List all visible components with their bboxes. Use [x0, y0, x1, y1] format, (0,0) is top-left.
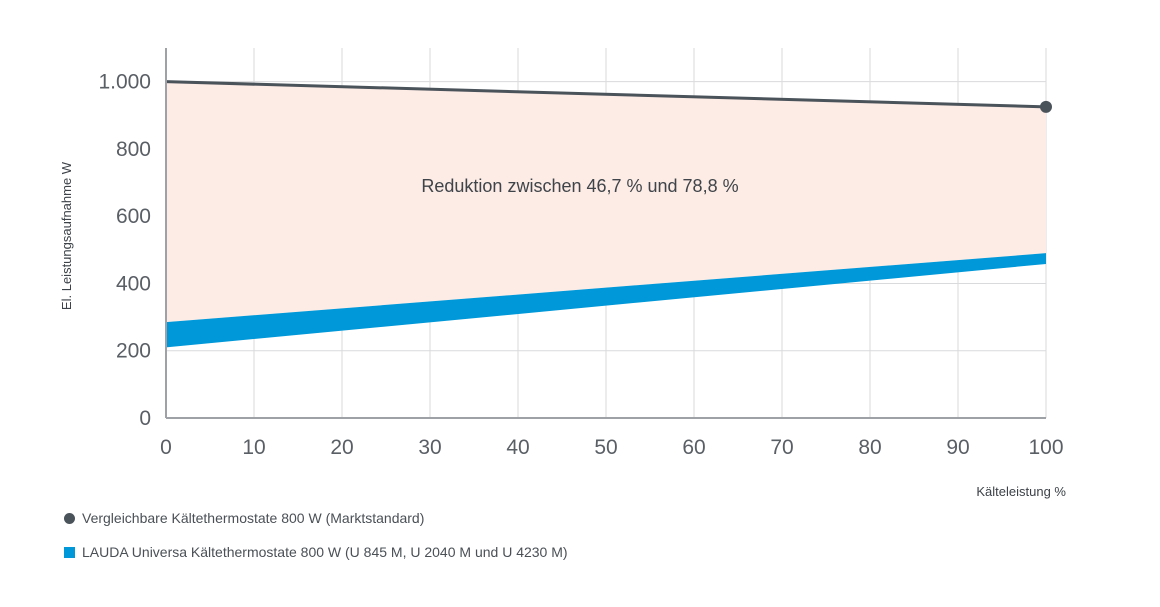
y-tick-label: 600: [116, 205, 151, 228]
lauda-band: [166, 253, 1046, 348]
legend-dot-icon: [64, 512, 75, 524]
y-tick-label: 1.000: [98, 71, 151, 94]
x-tick-label: 90: [946, 436, 969, 459]
x-tick-label: 70: [770, 436, 793, 459]
y-tick-label: 0: [139, 407, 151, 430]
y-tick-label: 200: [116, 340, 151, 363]
legend-label-market-standard: Vergleichbare Kältethermostate 800 W (Ma…: [82, 510, 425, 526]
x-tick-label: 80: [858, 436, 881, 459]
y-tick-label: 400: [116, 272, 151, 295]
y-axis-ticks: 0 200 400 600 800 1.000: [98, 71, 151, 430]
market-standard-line: [165, 80, 1047, 109]
market-standard-end-point: [1040, 100, 1052, 113]
y-axis-title: El. Leistungsaufnahme W: [59, 161, 74, 310]
x-tick-label: 10: [242, 436, 265, 459]
x-tick-label: 20: [330, 436, 353, 459]
x-axis-title: Kälteleistung %: [976, 484, 1066, 499]
x-tick-label: 50: [594, 436, 617, 459]
reduction-annotation: Reduktion zwischen 46,7 % und 78,8 %: [421, 176, 738, 196]
x-tick-label: 60: [682, 436, 705, 459]
x-tick-label: 40: [506, 436, 529, 459]
y-tick-label: 800: [116, 138, 151, 161]
x-tick-label: 30: [418, 436, 441, 459]
x-tick-label: 100: [1028, 436, 1063, 459]
x-axis-ticks: 0 10 20 30 40 50 60 70 80 90 100: [160, 436, 1063, 459]
legend-square-icon: [64, 546, 75, 558]
legend-label-lauda: LAUDA Universa Kältethermostate 800 W (U…: [82, 544, 568, 560]
legend-item-lauda: LAUDA Universa Kältethermostate 800 W (U…: [64, 544, 568, 560]
reduction-area: [166, 81, 1046, 323]
x-tick-label: 0: [160, 436, 172, 459]
legend-item-market-standard: Vergleichbare Kältethermostate 800 W (Ma…: [64, 510, 424, 526]
